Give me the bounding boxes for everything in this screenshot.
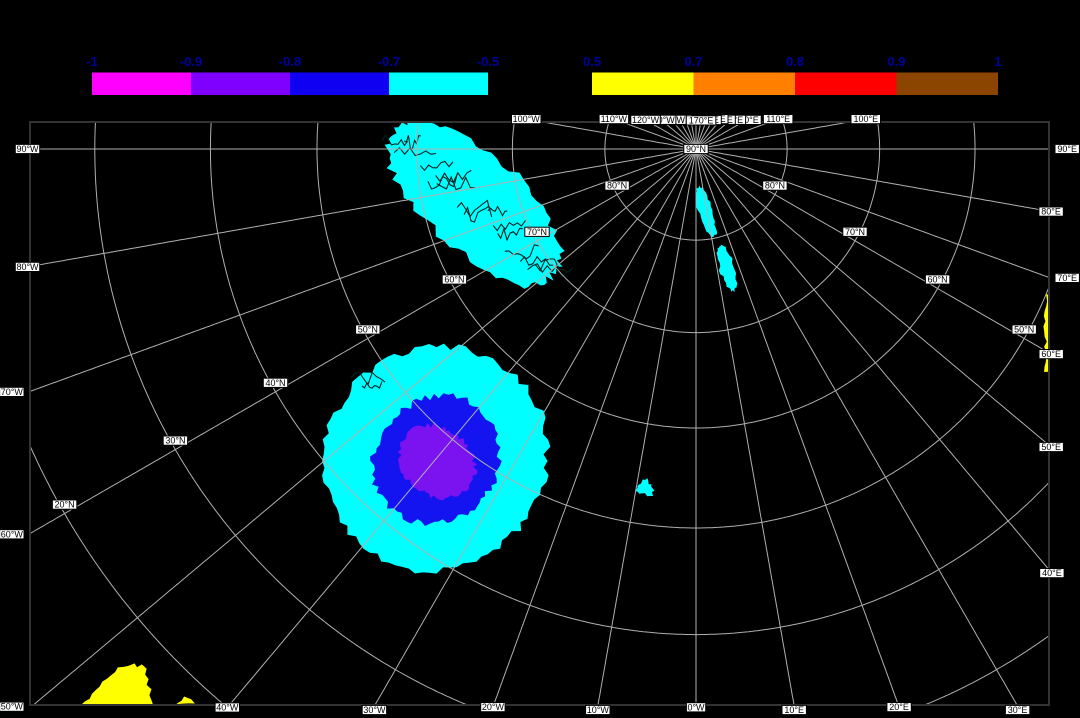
svg-text:-0.5: -0.5: [477, 54, 499, 69]
svg-text:70°N: 70°N: [845, 227, 865, 237]
svg-text:50°W: 50°W: [1, 702, 24, 712]
svg-text:60°N: 60°N: [444, 275, 464, 285]
svg-text:10°W: 10°W: [587, 705, 610, 715]
svg-text:60°N: 60°N: [928, 275, 948, 285]
svg-text:120°W: 120°W: [632, 115, 660, 125]
svg-text:10°E: 10°E: [784, 705, 804, 715]
svg-text:170°E: 170°E: [689, 115, 714, 125]
svg-text:-1: -1: [86, 54, 98, 69]
svg-text:40°W: 40°W: [216, 703, 239, 713]
svg-text:0.5: 0.5: [583, 54, 601, 69]
svg-text:-0.9: -0.9: [180, 54, 202, 69]
svg-text:-0.7: -0.7: [378, 54, 400, 69]
svg-text:50°E: 50°E: [1041, 442, 1061, 452]
svg-text:20°W: 20°W: [482, 702, 505, 712]
svg-text:0°W: 0°W: [687, 702, 705, 712]
svg-text:80°N: 80°N: [765, 181, 785, 191]
svg-text:80°W: 80°W: [16, 262, 39, 272]
svg-text:90°W: 90°W: [16, 144, 39, 154]
svg-text:110°W: 110°W: [601, 114, 628, 124]
svg-text:1: 1: [994, 54, 1001, 69]
svg-text:50°N: 50°N: [1014, 325, 1034, 335]
svg-text:30°W: 30°W: [363, 705, 386, 715]
svg-text:-0.8: -0.8: [279, 54, 301, 69]
svg-text:100°E: 100°E: [853, 114, 878, 124]
svg-text:90°E: 90°E: [1057, 144, 1077, 154]
svg-text:0.8: 0.8: [786, 54, 804, 69]
svg-text:80°E: 80°E: [1041, 207, 1061, 217]
svg-text:80°N: 80°N: [607, 181, 627, 191]
svg-text:70°W: 70°W: [1, 387, 24, 397]
svg-text:40°N: 40°N: [265, 378, 285, 388]
svg-text:60°E: 60°E: [1041, 349, 1061, 359]
svg-text:0.7: 0.7: [684, 54, 702, 69]
svg-text:100°W: 100°W: [513, 114, 541, 124]
svg-text:0.9: 0.9: [887, 54, 905, 69]
svg-text:20°N: 20°N: [55, 500, 75, 510]
svg-text:40°E: 40°E: [1042, 568, 1062, 578]
svg-text:30°E: 30°E: [1008, 705, 1028, 715]
svg-text:50°N: 50°N: [358, 325, 378, 335]
svg-text:90°N: 90°N: [686, 144, 706, 154]
svg-text:70°N: 70°N: [527, 227, 547, 237]
svg-text:70°E: 70°E: [1057, 273, 1077, 283]
svg-text:30°N: 30°N: [165, 436, 185, 446]
svg-text:110°E: 110°E: [766, 114, 790, 124]
svg-text:20°E: 20°E: [889, 702, 909, 712]
svg-text:60°W: 60°W: [1, 529, 24, 539]
